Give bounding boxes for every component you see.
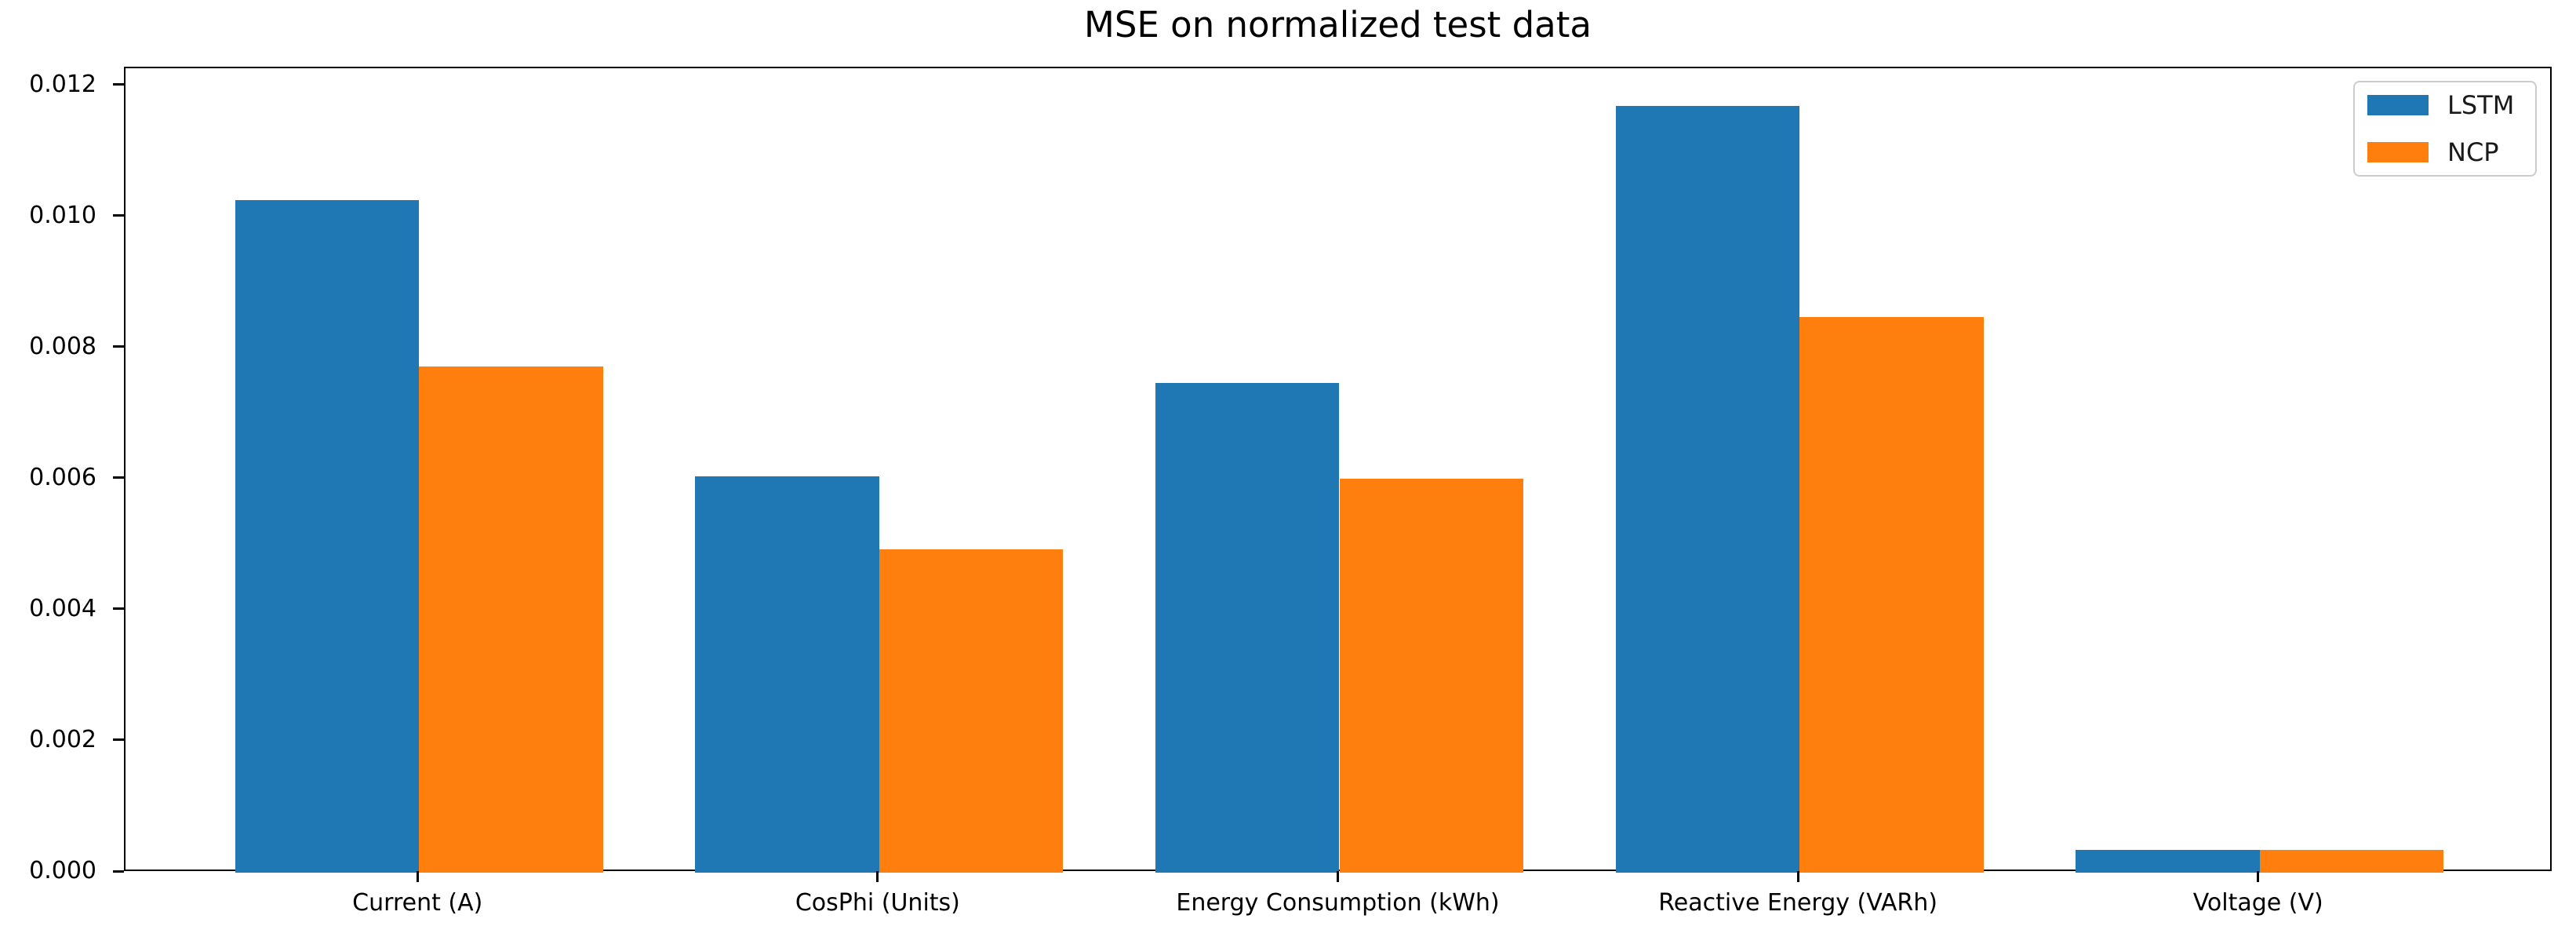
y-tick-mark xyxy=(113,607,124,611)
y-tick-label-0.002: 0.002 xyxy=(29,725,96,753)
x-tick-label-1: Current (A) xyxy=(352,889,483,917)
bar-lstm-2 xyxy=(695,476,879,873)
bar-lstm-5 xyxy=(2076,849,2260,873)
y-tick-label-0.010: 0.010 xyxy=(29,201,96,229)
y-tick-mark xyxy=(113,345,124,348)
bar-ncp-1 xyxy=(419,366,603,873)
bar-ncp-2 xyxy=(879,549,1064,873)
y-tick-mark xyxy=(113,870,124,873)
legend-item-ncp: NCP xyxy=(2367,140,2523,165)
x-tick-label-4: Reactive Energy (VARh) xyxy=(1658,889,1937,917)
x-tick-mark xyxy=(876,871,879,882)
legend: LSTM NCP xyxy=(2353,81,2537,177)
y-tick-mark xyxy=(113,214,124,217)
y-tick-label-0.006: 0.006 xyxy=(29,463,96,491)
y-tick-label-0.012: 0.012 xyxy=(29,70,96,98)
x-tick-mark xyxy=(2257,871,2260,882)
y-tick-label-0.004: 0.004 xyxy=(29,594,96,622)
y-tick-label-0.008: 0.008 xyxy=(29,332,96,360)
x-tick-label-5: Voltage (V) xyxy=(2192,889,2323,917)
legend-label-lstm: LSTM xyxy=(2447,90,2515,120)
legend-swatch-ncp xyxy=(2367,142,2429,162)
bar-lstm-1 xyxy=(235,200,420,873)
bar-ncp-4 xyxy=(1799,316,1984,873)
legend-swatch-lstm xyxy=(2367,95,2429,115)
y-tick-label-0.000: 0.000 xyxy=(29,857,96,884)
bar-ncp-5 xyxy=(2259,849,2444,873)
bar-lstm-3 xyxy=(1155,383,1340,873)
y-tick-mark xyxy=(113,83,124,86)
legend-item-lstm: LSTM xyxy=(2367,93,2523,118)
legend-label-ncp: NCP xyxy=(2447,137,2499,167)
x-tick-mark xyxy=(1796,871,1799,882)
y-tick-mark xyxy=(113,476,124,479)
bar-lstm-4 xyxy=(1615,106,1800,873)
x-tick-mark xyxy=(416,871,419,882)
chart-title: MSE on normalized test data xyxy=(1084,4,1592,46)
y-tick-mark xyxy=(113,738,124,742)
x-tick-mark xyxy=(1337,871,1339,882)
x-tick-label-3: Energy Consumption (kWh) xyxy=(1176,889,1500,917)
plot-area xyxy=(124,67,2552,873)
x-tick-label-2: CosPhi (Units) xyxy=(795,889,960,917)
bar-ncp-3 xyxy=(1339,479,1524,873)
